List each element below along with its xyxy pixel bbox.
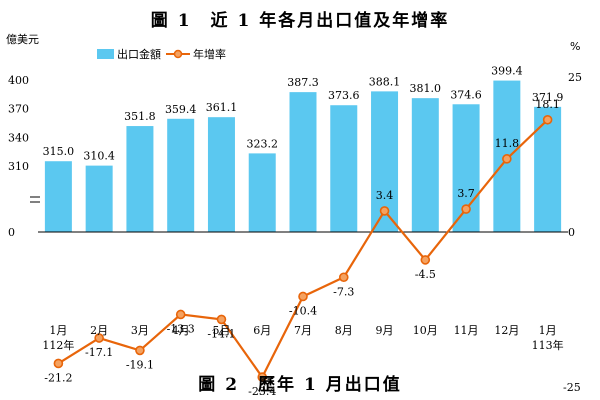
bar [534, 106, 562, 232]
right-tick-label: 0 [568, 226, 575, 239]
x-tick-label: 8月 [335, 324, 353, 337]
bar [289, 92, 317, 232]
next-figure-title: 圖 2 歷年 1 月出口值 [198, 375, 402, 395]
x-tick-label: 7月 [294, 324, 312, 337]
left-axis-unit: 億美元 [6, 33, 39, 46]
bar-value-label: 361.1 [206, 101, 238, 114]
rate-value-label: -19.1 [126, 358, 154, 371]
rate-value-label: 3.4 [376, 189, 394, 202]
rate-value-label: -21.2 [44, 371, 72, 384]
rate-marker [420, 255, 431, 265]
x-year-label: 113年 [532, 338, 564, 352]
x-tick-label: 12月 [494, 324, 519, 337]
x-tick-label: 2月 [90, 324, 108, 337]
x-tick-label: 4月 [172, 324, 190, 337]
legend-label-bar: 出口金額 [117, 47, 161, 61]
bar-value-label: 315.0 [43, 145, 75, 158]
rate-marker [502, 154, 512, 164]
rate-marker [257, 372, 268, 382]
bar-value-label: 310.4 [83, 150, 115, 163]
bar-value-label: 323.2 [246, 137, 278, 150]
bar [330, 105, 358, 232]
x-tick-label: 3月 [131, 324, 149, 337]
rate-marker [94, 333, 104, 343]
bar-value-label: 351.8 [124, 110, 156, 123]
legend-swatch-bar [97, 49, 114, 59]
rate-value-label: 11.8 [495, 137, 520, 150]
rate-marker [338, 272, 349, 283]
left-tick-label: 0 [8, 226, 15, 239]
rate-value-label: -7.3 [333, 285, 354, 298]
bar [167, 118, 195, 232]
bar [411, 98, 439, 233]
rate-value-label: -10.4 [289, 304, 317, 317]
bar-value-label: 399.4 [491, 65, 523, 78]
rate-value-label: -14.1 [207, 327, 235, 340]
right-axis-unit: % [570, 40, 580, 53]
bar [126, 126, 154, 232]
rate-marker [379, 206, 390, 216]
x-tick-label: 11月 [454, 324, 479, 337]
rate-marker [53, 358, 64, 369]
x-tick-label: 6月 [253, 324, 271, 337]
x-year-label: 112年 [42, 338, 74, 352]
rate-marker [298, 291, 308, 302]
left-tick-label: 310 [8, 160, 29, 173]
bar-value-label: 373.6 [328, 89, 360, 102]
x-tick-label: 10月 [413, 324, 438, 337]
rate-value-label: 18.1 [535, 98, 560, 111]
right-tick-label: 25 [568, 71, 582, 84]
left-tick-label: 400 [8, 74, 29, 87]
x-tick-label: 5月 [212, 324, 230, 337]
bar-value-label: 374.6 [450, 88, 482, 101]
bar [44, 161, 72, 232]
x-tick-label: 9月 [376, 324, 394, 337]
bar [85, 165, 113, 232]
rate-marker [135, 345, 145, 356]
bar-value-label: 371.9 [532, 91, 564, 104]
chart-title: 圖 1 近 1 年各月出口值及年增率 [150, 11, 450, 31]
x-tick-label: 1月 [539, 324, 557, 337]
rate-marker [216, 314, 227, 325]
legend-marker [173, 49, 183, 59]
left-tick-label: 370 [8, 103, 29, 116]
rate-value-label: -17.1 [85, 346, 113, 359]
rate-value-label: -13.3 [167, 322, 195, 335]
left-tick-label: 340 [8, 131, 29, 144]
bar [248, 153, 276, 232]
legend-label-line: 年增率 [193, 47, 226, 61]
rate-marker [542, 114, 553, 125]
x-tick-label: 1月 [49, 324, 67, 337]
rate-value-label: 3.7 [457, 187, 475, 200]
bar-value-label: 388.1 [369, 75, 401, 88]
rate-marker [461, 204, 471, 214]
bar-value-label: 387.3 [287, 76, 319, 89]
rate-marker [175, 309, 186, 320]
right-tick-label: -25 [563, 381, 581, 394]
rate-value-label: -23.4 [248, 385, 276, 398]
bar-value-label: 359.4 [165, 103, 197, 116]
bar [207, 117, 235, 232]
bar-value-label: 381.0 [410, 82, 442, 95]
rate-value-label: -4.5 [415, 268, 436, 281]
